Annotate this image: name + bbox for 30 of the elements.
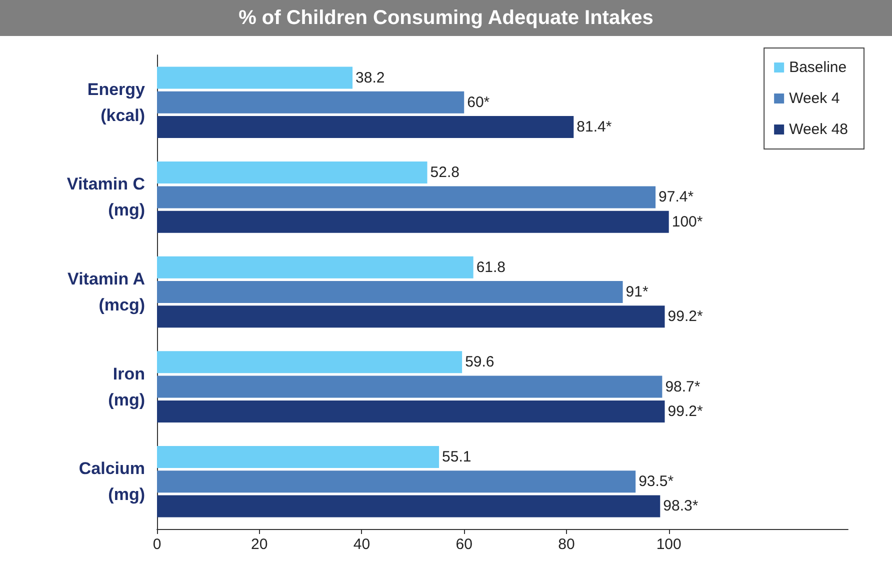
x-tick-label: 20 [251, 536, 268, 553]
data-label: 55.1 [442, 448, 472, 466]
data-label: 91* [626, 284, 648, 300]
data-label: 98.7* [665, 378, 700, 396]
y-tick-label: Iron (mg) [108, 364, 145, 410]
legend-label: Baseline [789, 59, 847, 76]
chart-title: % of Children Consuming Adequate Intakes [238, 7, 654, 29]
y-tick-label: Vitamin C (mg) [66, 174, 145, 220]
legend-label: Week 48 [789, 121, 848, 138]
y-tick-label: Energy (kcal) [87, 80, 146, 125]
data-label: 59.6 [465, 354, 494, 371]
x-tick-label: 100 [656, 536, 682, 553]
data-label: 61.8 [476, 258, 506, 276]
y-tick-label: Calcium (mg) [78, 459, 145, 504]
x-tick-label: 60 [456, 536, 472, 553]
data-label: 99.2* [668, 308, 703, 326]
data-label: 81.4* [576, 118, 612, 136]
data-label: 99.2* [668, 402, 703, 420]
data-label: 38.2 [356, 69, 385, 86]
x-tick-label: 40 [353, 536, 370, 553]
data-label: 93.5* [638, 473, 674, 490]
data-label: 52.8 [430, 164, 460, 182]
y-tick-label: Vitamin A (mcg) [68, 270, 145, 314]
x-tick-label: 80 [558, 536, 575, 553]
data-label: 60* [467, 94, 490, 111]
data-label: 98.3* [663, 498, 698, 515]
data-label: 97.4* [658, 188, 694, 206]
data-label: 100* [672, 213, 703, 230]
x-tick-label: 0 [152, 536, 162, 553]
legend-label: Week 4 [789, 90, 840, 107]
